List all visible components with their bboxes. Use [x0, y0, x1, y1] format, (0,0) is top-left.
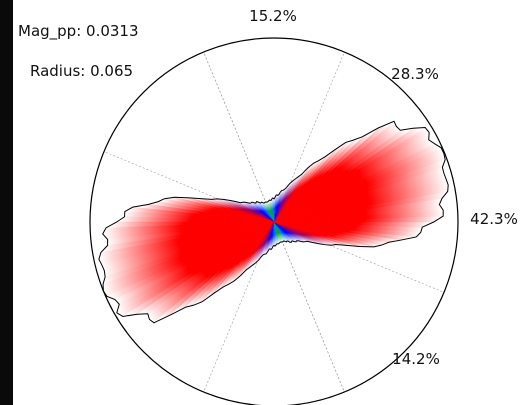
outer-circle — [89, 37, 459, 405]
rose-outline — [98, 120, 449, 324]
sector-label-2: 42.3% — [470, 210, 518, 228]
grid-line-3-0 — [273, 221, 445, 293]
sector-label-3: 14.2% — [392, 350, 440, 368]
grid-line-4-1 — [203, 51, 275, 223]
grid-line-3-1 — [103, 151, 275, 223]
grid-line-4-0 — [273, 221, 345, 393]
sector-label-1: 28.3% — [391, 65, 439, 83]
radius-label: Radius: 0.065 — [30, 62, 134, 80]
grid-line-1-1 — [203, 221, 275, 393]
sector-label-0: 15.2% — [249, 7, 297, 25]
sector-labels: 15.2% 28.3% 42.3% 14.2% — [249, 7, 518, 368]
mag-pp-label: Mag_pp: 0.0313 — [18, 22, 139, 40]
left-dark-strip — [0, 0, 13, 405]
rose-shape — [98, 120, 449, 324]
grid-line-1-0 — [273, 51, 345, 223]
